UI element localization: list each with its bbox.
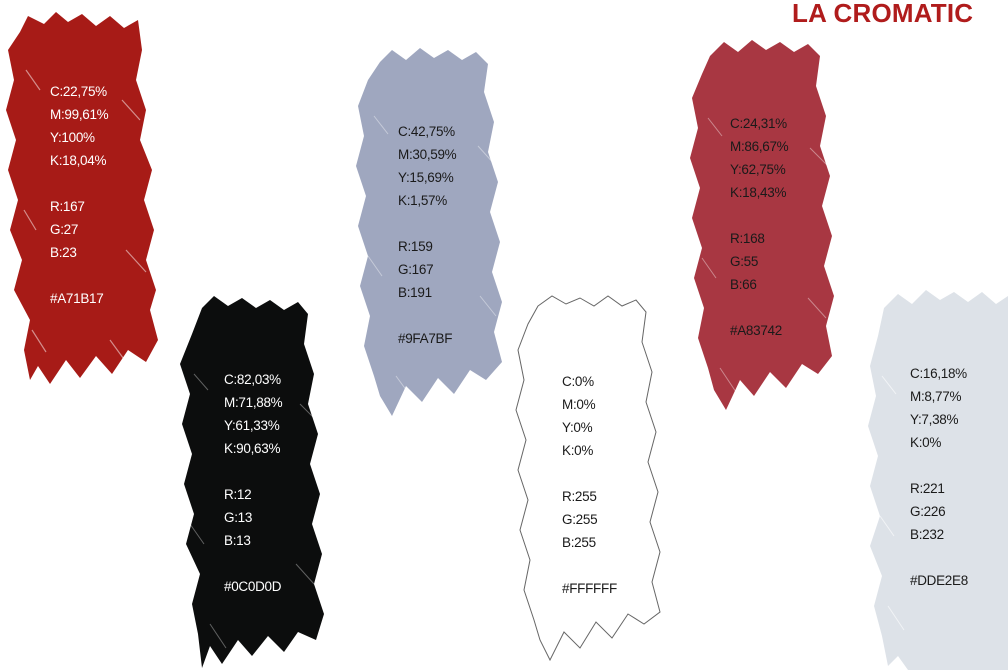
cmyk-magenta: M:8,77% [910,389,962,404]
cmyk-cyan: C:16,18% [910,366,967,381]
cmyk-cyan: C:22,75% [50,84,107,99]
rgb-green: G:55 [730,254,759,269]
rgb-red: R:159 [398,239,433,254]
hex-code: #0C0D0D [224,579,282,594]
cmyk-key: K:18,43% [730,185,787,200]
rgb-blue: B:232 [910,527,944,542]
brush-stroke-fill [180,296,324,668]
brush-stroke-fill [868,290,1008,670]
hex-code: #A71B17 [50,291,104,306]
rgb-red: R:221 [910,481,945,496]
cmyk-yellow: Y:62,75% [730,162,786,177]
brush-stroke-fill [6,12,158,384]
swatch-values: C:22,75% M:99,61% Y:100% K:18,04% R:167 … [50,80,109,310]
color-swatch-white: C:0% M:0% Y:0% K:0% R:255 G:255 B:255 #F… [515,294,666,668]
brush-stroke-shape [6,12,158,384]
swatch-values: C:24,31% M:86,67% Y:62,75% K:18,43% R:16… [730,112,789,342]
hex-code: #A83742 [730,323,782,338]
rgb-blue: B:23 [50,245,77,260]
color-swatch-red: C:22,75% M:99,61% Y:100% K:18,04% R:167 … [6,10,158,384]
rgb-green: G:255 [562,512,598,527]
brush-stroke-shape [356,48,502,416]
color-swatch-mist: C:16,18% M:8,77% Y:7,38% K:0% R:221 G:22… [868,286,1008,670]
rgb-red: R:255 [562,489,597,504]
cmyk-magenta: M:99,61% [50,107,109,122]
cmyk-cyan: C:24,31% [730,116,787,131]
hex-code: #DDE2E8 [910,573,968,588]
cmyk-yellow: Y:0% [562,420,593,435]
hex-code: #9FA7BF [398,331,453,346]
cmyk-yellow: Y:100% [50,130,95,145]
page-title: LA CROMATIC [792,0,974,28]
swatch-values: C:16,18% M:8,77% Y:7,38% K:0% R:221 G:22… [910,362,968,592]
cmyk-cyan: C:0% [562,374,594,389]
brush-stroke-shape [515,295,661,662]
rgb-green: G:27 [50,222,79,237]
swatch-values: C:42,75% M:30,59% Y:15,69% K:1,57% R:159… [398,120,457,350]
rgb-red: R:168 [730,231,765,246]
rgb-green: G:167 [398,262,434,277]
cmyk-key: K:0% [910,435,942,450]
cmyk-magenta: M:0% [562,397,596,412]
cmyk-key: K:90,63% [224,441,281,456]
cmyk-yellow: Y:7,38% [910,412,959,427]
brush-stroke-fill [356,48,502,416]
rgb-red: R:167 [50,199,85,214]
cmyk-key: K:18,04% [50,153,107,168]
color-swatch-crimson: C:24,31% M:86,67% Y:62,75% K:18,43% R:16… [690,38,840,418]
cmyk-magenta: M:86,67% [730,139,789,154]
rgb-green: G:13 [224,510,253,525]
rgb-blue: B:66 [730,277,757,292]
cmyk-cyan: C:42,75% [398,124,455,139]
swatch-values: C:0% M:0% Y:0% K:0% R:255 G:255 B:255 #F… [562,370,617,600]
brush-stroke-shape [180,296,324,668]
rgb-red: R:12 [224,487,252,502]
brush-stroke-fill [515,295,661,662]
cmyk-magenta: M:30,59% [398,147,457,162]
color-swatch-slate: C:42,75% M:30,59% Y:15,69% K:1,57% R:159… [356,46,506,424]
brush-stroke-shape [690,40,834,410]
brush-stroke-shape [868,290,1008,670]
brush-stroke-fill [690,40,834,410]
rgb-blue: B:13 [224,533,251,548]
cmyk-magenta: M:71,88% [224,395,283,410]
rgb-blue: B:255 [562,535,596,550]
rgb-blue: B:191 [398,285,432,300]
color-swatch-black: C:82,03% M:71,88% Y:61,33% K:90,63% R:12… [180,294,330,670]
swatch-values: C:82,03% M:71,88% Y:61,33% K:90,63% R:12… [224,368,283,598]
cmyk-key: K:0% [562,443,594,458]
hex-code: #FFFFFF [562,581,617,596]
cmyk-cyan: C:82,03% [224,372,281,387]
cmyk-yellow: Y:15,69% [398,170,454,185]
cmyk-yellow: Y:61,33% [224,418,280,433]
cmyk-key: K:1,57% [398,193,447,208]
rgb-green: G:226 [910,504,946,519]
